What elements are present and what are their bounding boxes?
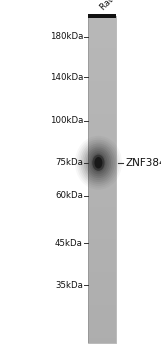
Bar (88, 92, 116, 98)
Bar (88, 234, 116, 239)
Bar (88, 125, 116, 130)
Bar (88, 60, 116, 65)
Bar (88, 81, 116, 87)
Bar (88, 212, 116, 218)
Bar (88, 65, 116, 70)
Bar (88, 158, 116, 163)
Bar (88, 108, 116, 114)
Text: 60kDa: 60kDa (55, 191, 83, 201)
Text: Rat thymus: Rat thymus (99, 0, 139, 12)
Bar (88, 136, 116, 141)
Bar (88, 54, 116, 60)
Bar (88, 245, 116, 250)
Bar (88, 288, 116, 294)
Bar (88, 21, 116, 27)
Bar (88, 14, 116, 18)
Bar (88, 283, 116, 288)
Bar (88, 261, 116, 267)
Text: 100kDa: 100kDa (50, 116, 83, 125)
Ellipse shape (94, 157, 102, 169)
Bar (88, 250, 116, 256)
Bar (88, 267, 116, 272)
Bar (88, 239, 116, 245)
Bar (88, 337, 116, 343)
Bar (88, 316, 116, 321)
Bar (88, 332, 116, 337)
Bar (88, 141, 116, 147)
Bar (88, 305, 116, 310)
Bar (88, 114, 116, 119)
Bar (88, 37, 116, 43)
Bar (88, 16, 116, 343)
Bar (88, 49, 116, 54)
Text: 45kDa: 45kDa (55, 239, 83, 248)
Bar (88, 278, 116, 283)
Text: ZNF384: ZNF384 (126, 158, 161, 168)
Ellipse shape (92, 155, 105, 171)
Bar (88, 196, 116, 201)
Bar (88, 299, 116, 305)
Bar (88, 32, 116, 37)
Bar (88, 201, 116, 206)
Bar (88, 206, 116, 212)
Bar (88, 103, 116, 108)
Bar (88, 168, 116, 174)
Ellipse shape (91, 153, 106, 173)
Bar (88, 256, 116, 261)
Bar (88, 163, 116, 168)
Bar (88, 327, 116, 332)
Text: 35kDa: 35kDa (55, 281, 83, 290)
Bar (88, 119, 116, 125)
Bar (88, 87, 116, 92)
Bar (88, 43, 116, 49)
Ellipse shape (80, 141, 117, 184)
Bar (88, 294, 116, 299)
Bar (88, 76, 116, 81)
Bar (88, 310, 116, 316)
Bar (88, 179, 116, 185)
Bar (88, 147, 116, 152)
Bar (88, 27, 116, 32)
Bar (88, 98, 116, 103)
Text: 75kDa: 75kDa (55, 158, 83, 167)
Ellipse shape (82, 144, 115, 182)
Ellipse shape (84, 146, 113, 180)
Bar (88, 190, 116, 196)
Bar (88, 185, 116, 190)
Bar (88, 70, 116, 76)
Bar (88, 16, 116, 21)
Bar (88, 218, 116, 223)
Bar (88, 152, 116, 158)
Bar (88, 130, 116, 136)
Text: 180kDa: 180kDa (50, 32, 83, 41)
Bar (88, 223, 116, 229)
Bar (88, 174, 116, 179)
Ellipse shape (88, 149, 109, 176)
Ellipse shape (86, 147, 111, 178)
Bar (88, 229, 116, 234)
Text: 140kDa: 140kDa (50, 72, 83, 82)
Bar (88, 272, 116, 278)
Bar (88, 321, 116, 327)
Ellipse shape (89, 151, 108, 174)
